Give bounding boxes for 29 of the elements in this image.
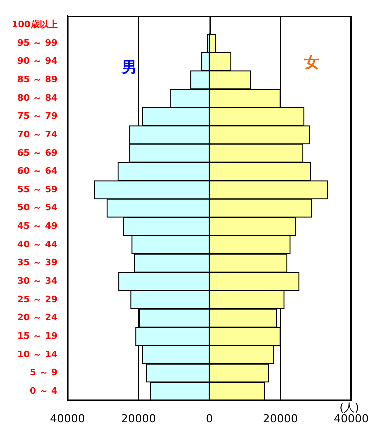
y-tick-label: 90 ～ 94 bbox=[17, 57, 58, 68]
x-tick-label: 40000 bbox=[334, 412, 370, 426]
x-tick-label: 40000 bbox=[50, 412, 86, 426]
y-tick-label: 30 ～ 34 bbox=[17, 277, 58, 288]
y-tick-label: 0 ～ 4 bbox=[30, 386, 58, 397]
x-tick-label: 20000 bbox=[121, 412, 156, 426]
x-axis-title: (人) bbox=[340, 402, 360, 415]
text: 男 bbox=[120, 58, 137, 77]
y-tick-label: 20 ～ 24 bbox=[17, 314, 58, 324]
y-tick-label: 60 ～ 64 bbox=[17, 167, 58, 178]
y-tick-label: 65 ～ 69 bbox=[17, 148, 58, 159]
y-tick-label: 75 ～ 79 bbox=[17, 112, 58, 122]
y-tick-label: 55 ～ 59 bbox=[17, 185, 58, 196]
y-tick-label: 35 ～ 39 bbox=[17, 258, 58, 269]
y-tick-label: 85 ～ 89 bbox=[17, 75, 58, 86]
y-tick-label: 100歳以上 bbox=[12, 20, 58, 31]
y-tick-label: 80 ～ 84 bbox=[17, 94, 58, 104]
y-tick-label: 40 ～ 44 bbox=[17, 240, 58, 250]
y-tick-label: 95 ～ 99 bbox=[17, 38, 58, 49]
y-tick-label: 25 ～ 29 bbox=[17, 295, 58, 306]
x-tick-label: 0 bbox=[206, 412, 214, 426]
text: 女 bbox=[304, 54, 320, 72]
y-tick-label: 70 ～ 74 bbox=[17, 130, 58, 140]
y-tick-label: 45 ～ 49 bbox=[17, 222, 58, 232]
x-tick-label: 20000 bbox=[263, 412, 298, 426]
y-tick-label: 50 ～ 54 bbox=[17, 204, 58, 214]
y-tick-label: 15 ～ 19 bbox=[17, 332, 58, 342]
y-tick-label: 10 ～ 14 bbox=[17, 350, 58, 360]
y-tick-label: 5 ～ 9 bbox=[30, 368, 58, 379]
